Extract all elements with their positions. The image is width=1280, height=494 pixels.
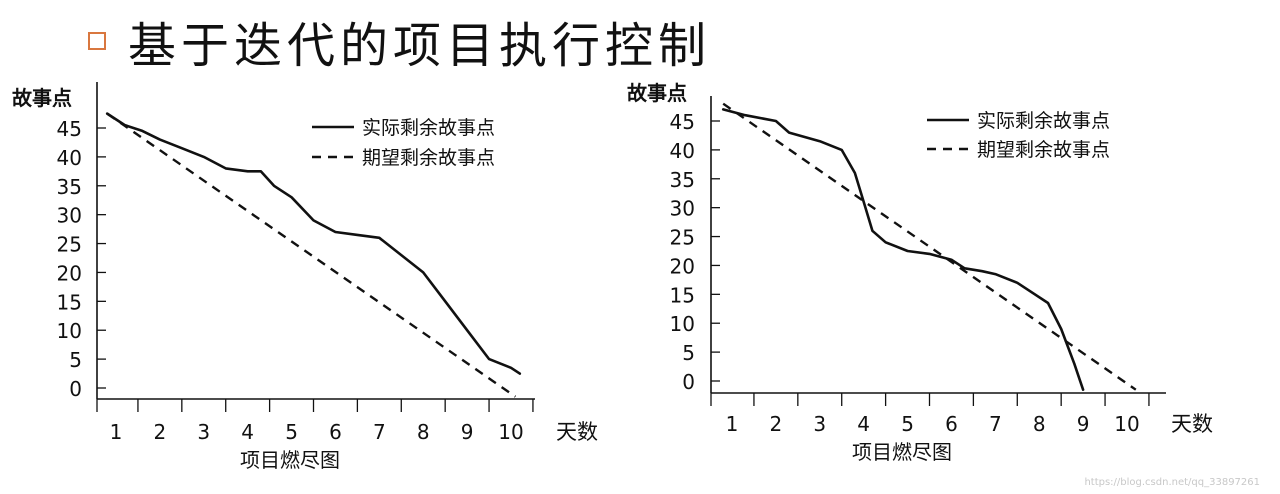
x-tick-label: 7 (989, 412, 1002, 436)
x-tick-label: 2 (154, 420, 167, 444)
actual-remaining-line (105, 112, 522, 375)
legend-label: 期望剩余故事点 (977, 139, 1110, 161)
y-tick-label: 25 (670, 226, 695, 250)
y-tick-label: 25 (57, 233, 82, 257)
x-tick-label: 1 (110, 420, 123, 444)
x-axis-unit: 天数 (1171, 412, 1213, 436)
y-tick-label: 35 (57, 175, 82, 199)
y-tick-label: 15 (57, 290, 82, 314)
x-tick-label: 7 (373, 420, 386, 444)
y-tick-label: 45 (670, 110, 695, 134)
square-bullet-icon (88, 32, 106, 50)
y-tick-label: 10 (57, 319, 82, 343)
y-tick-label: 20 (57, 261, 82, 285)
legend-label: 期望剩余故事点 (362, 147, 495, 169)
y-axis-label: 故事点 (12, 86, 72, 110)
x-tick-label: 10 (498, 420, 523, 444)
x-tick-label: 3 (813, 412, 826, 436)
x-tick-label: 8 (417, 420, 430, 444)
y-tick-label: 40 (670, 139, 695, 163)
actual-remaining-line (721, 108, 1085, 391)
y-tick-label: 30 (670, 197, 695, 221)
x-tick-label: 1 (726, 412, 739, 436)
legend-label: 实际剩余故事点 (977, 110, 1110, 132)
x-tick-label: 10 (1114, 412, 1139, 436)
y-tick-label: 10 (670, 312, 695, 336)
x-tick-label: 2 (770, 412, 783, 436)
x-tick-label: 9 (1077, 412, 1090, 436)
y-tick-label: 20 (670, 254, 695, 278)
x-tick-label: 4 (241, 420, 254, 444)
y-tick-label: 40 (57, 146, 82, 170)
x-tick-label: 5 (901, 412, 914, 436)
x-tick-label: 9 (461, 420, 474, 444)
x-axis-label: 项目燃尽图 (240, 448, 340, 472)
expected-remaining-line (106, 112, 517, 398)
x-tick-label: 4 (857, 412, 870, 436)
legend-label: 实际剩余故事点 (362, 117, 495, 139)
page-title: 基于迭代的项目执行控制 (128, 18, 712, 74)
y-axis-label: 故事点 (627, 81, 687, 105)
expected-remaining-line (722, 102, 1137, 391)
y-tick-label: 0 (69, 377, 82, 401)
y-tick-label: 35 (670, 168, 695, 192)
y-tick-label: 30 (57, 204, 82, 228)
y-tick-label: 45 (57, 117, 82, 141)
x-tick-label: 5 (285, 420, 298, 444)
x-axis-unit: 天数 (556, 420, 598, 444)
y-tick-label: 5 (69, 348, 82, 372)
y-tick-label: 0 (682, 370, 695, 394)
x-tick-label: 6 (329, 420, 342, 444)
y-tick-label: 5 (682, 341, 695, 365)
x-tick-label: 6 (945, 412, 958, 436)
x-tick-label: 8 (1033, 412, 1046, 436)
watermark: https://blog.csdn.net/qq_33897261 (1084, 477, 1260, 488)
x-tick-label: 3 (197, 420, 210, 444)
x-axis-label: 项目燃尽图 (852, 440, 952, 464)
title-row: 基于迭代的项目执行控制 (88, 6, 711, 76)
y-tick-label: 15 (670, 283, 695, 307)
